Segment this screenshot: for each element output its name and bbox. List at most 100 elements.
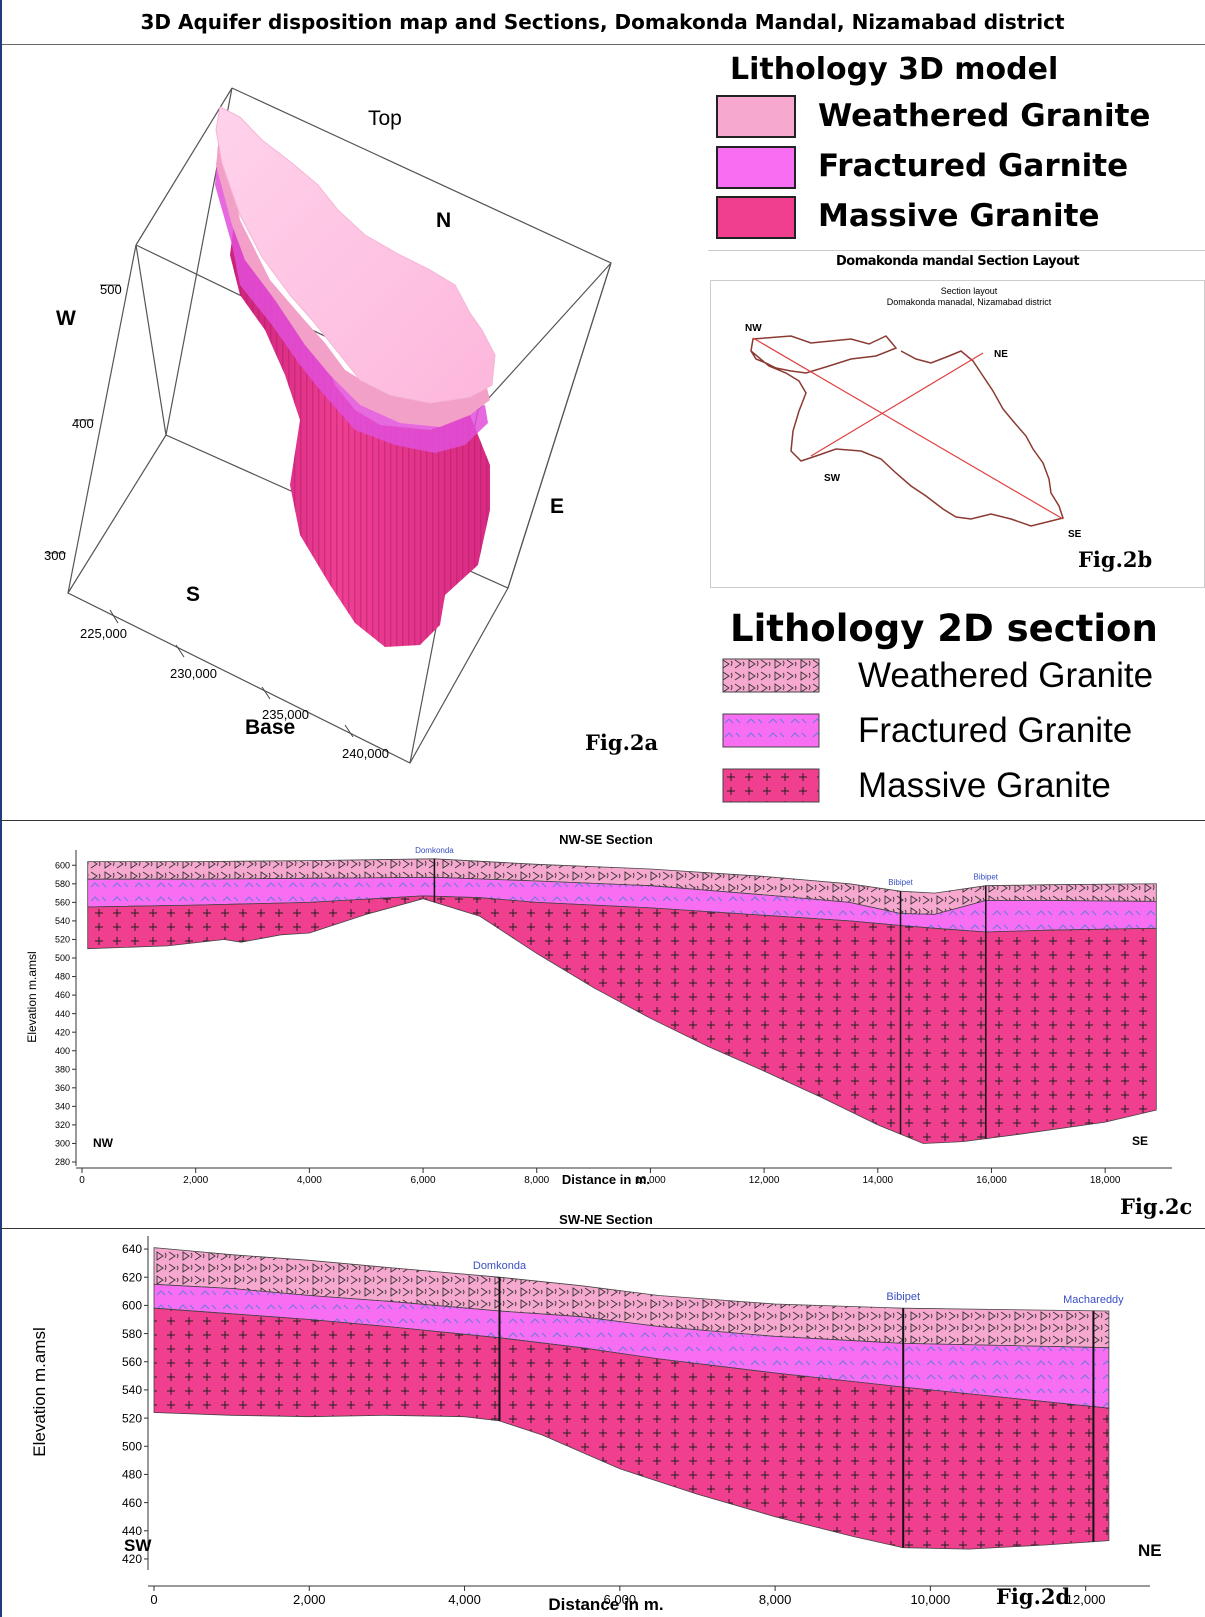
sec1-ytick-label: 600: [55, 860, 70, 870]
sec1-xtick-label: 8,000: [524, 1175, 549, 1186]
section-layout-map: Section layout Domakonda manadal, Nizama…: [710, 280, 1205, 588]
sec2-ytick-label: 600: [122, 1299, 142, 1313]
x-tick-230000: 230,000: [170, 666, 217, 681]
sec1-ytick-label: 340: [55, 1102, 70, 1112]
legend-2d-weathered: Weathered Granite: [858, 656, 1154, 695]
sec1-xtick-label: 0: [79, 1175, 85, 1186]
label-base: Base: [245, 716, 295, 739]
sw-ne-line: [810, 352, 984, 457]
sec2-xtick-label: 10,000: [910, 1592, 950, 1607]
mandal-boundary: [750, 335, 1064, 527]
nw-se-section: NW-SE Section Domkonda Bibipet Bibipet 280…: [25, 832, 1192, 1219]
legend-2d-swatch-weathered: [722, 658, 820, 693]
layout-inner-title-1: Section layout: [941, 286, 998, 296]
sec2-ytick-label: 640: [122, 1242, 142, 1256]
sec1-ytick-label: 380: [55, 1064, 70, 1074]
fig-2d-label: Fig.2d: [996, 1584, 1070, 1609]
legend-2d-massive: Massive Granite: [858, 766, 1111, 805]
legend-3d-title: Lithology 3D model: [730, 52, 1059, 87]
sec1-ytick-label: 300: [55, 1139, 70, 1149]
sw-ne-title: SW-NE Section: [559, 1212, 653, 1227]
sec2-ytick-label: 420: [122, 1552, 142, 1566]
model-top-surface: [215, 106, 496, 404]
sw-ne-end-left: SW: [124, 1536, 152, 1555]
sec1-xtick-label: 14,000: [862, 1175, 893, 1186]
sec2-ytick-label: 440: [122, 1524, 142, 1538]
sec1-xtick-label: 16,000: [976, 1175, 1007, 1186]
sec2-well-label: Domkonda: [473, 1260, 527, 1272]
sec1-ytick-label: 280: [55, 1157, 70, 1167]
layout-inner-title-2: Domakonda manadal, Nizamabad district: [887, 297, 1052, 307]
sec1-ytick-label: 560: [55, 898, 70, 908]
x-tick-235000: 235,000: [262, 707, 309, 722]
sec1-ytick-label: 400: [55, 1046, 70, 1056]
legend-2d-swatch-fractured: [722, 713, 820, 748]
sec2-ytick-label: 540: [122, 1383, 142, 1397]
nw-se-end-left: NW: [93, 1136, 114, 1150]
label-west: W: [56, 307, 76, 330]
sec2-ytick-label: 560: [122, 1355, 142, 1369]
sec1-massive-layer: [87, 895, 1157, 1144]
sec1-xtick-label: 6,000: [411, 1175, 436, 1186]
sw-ne-end-right: NE: [1138, 1541, 1162, 1560]
nw-se-end-right: SE: [1132, 1134, 1148, 1148]
sec2-xtick-label: 12,000: [1066, 1592, 1106, 1607]
sec1-xtick-label: 12,000: [749, 1175, 780, 1186]
label-top: Top: [368, 107, 402, 130]
sec2-xtick-label: 0: [150, 1592, 157, 1607]
sec1-ytick-label: 420: [55, 1027, 70, 1037]
sec2-xtick-label: 4,000: [448, 1592, 481, 1607]
nw-se-title: NW-SE Section: [559, 832, 653, 847]
sec2-xtick-label: 6,000: [604, 1592, 637, 1607]
sec2-ytick-label: 620: [122, 1270, 142, 1284]
sw-ne-xlabel: Distance in m.: [548, 1595, 663, 1614]
point-se: SE: [1068, 529, 1082, 540]
legend-2d-fractured: Fractured Granite: [858, 711, 1133, 750]
sec1-ytick-label: 320: [55, 1120, 70, 1130]
label-south: S: [186, 583, 200, 606]
sec1-ytick-label: 440: [55, 1009, 70, 1019]
sec1-ytick-label: 460: [55, 990, 70, 1000]
nw-se-line: [752, 337, 1064, 520]
sec2-ytick-label: 480: [122, 1468, 142, 1482]
sec2-ytick-label: 500: [122, 1439, 142, 1453]
legend-2d-title: Lithology 2D section: [730, 607, 1158, 650]
label-north: N: [436, 209, 451, 232]
layout-heading: Domakonda mandal Section Layout: [835, 254, 1080, 269]
sec2-xtick-label: 2,000: [293, 1592, 326, 1607]
sec1-ytick-label: 580: [55, 879, 70, 889]
sec1-xtick-label: 2,000: [183, 1175, 208, 1186]
legend-3d-swatch-weathered: [716, 95, 796, 138]
sw-ne-ylabel: Elevation m.amsl: [30, 1327, 49, 1456]
sec1-xtick-label: 4,000: [297, 1175, 322, 1186]
z-tick-400: 400: [72, 416, 94, 431]
sec2-ytick-label: 460: [122, 1496, 142, 1510]
fig-2a-label: Fig.2a: [585, 730, 658, 755]
sec2-massive-layer: [153, 1307, 1110, 1550]
legend-3d-massive: Massive Granite: [818, 198, 1100, 234]
aquifer-3d-model: 500 400 300 225,000 230,000 235,000 240,…: [44, 87, 658, 764]
sec1-ytick-label: 540: [55, 916, 70, 926]
z-tick-500: 500: [100, 282, 122, 297]
sec1-ytick-label: 360: [55, 1083, 70, 1093]
point-nw: NW: [745, 323, 762, 334]
x-tick-225000: 225,000: [80, 626, 127, 641]
x-tick-240000: 240,000: [342, 746, 389, 761]
sec1-ytick-label: 520: [55, 935, 70, 945]
legend-3d-weathered: Weathered Granite: [818, 98, 1151, 134]
sec1-well-label: Domkonda: [415, 846, 454, 855]
nw-se-xlabel: Distance in m.: [562, 1172, 650, 1187]
sec1-well-label: Bibipet: [974, 873, 999, 882]
legend-3d-swatch-massive: [716, 196, 796, 239]
fig-2c-label: Fig.2c: [1120, 1194, 1192, 1219]
legend-3d-swatch-fractured: [716, 146, 796, 189]
legend-2d-swatch-massive: [722, 768, 820, 803]
sec2-well-label: Bibipet: [886, 1291, 920, 1303]
page-title: 3D Aquifer disposition map and Sections,…: [140, 10, 1065, 34]
nw-se-ylabel: Elevation m.amsl: [25, 951, 39, 1042]
legend-2d-swatches: [722, 658, 820, 803]
sec1-xtick-label: 10,000: [635, 1175, 666, 1186]
point-sw: SW: [824, 473, 841, 484]
legend-3d-fractured: Fractured Garnite: [818, 148, 1129, 184]
